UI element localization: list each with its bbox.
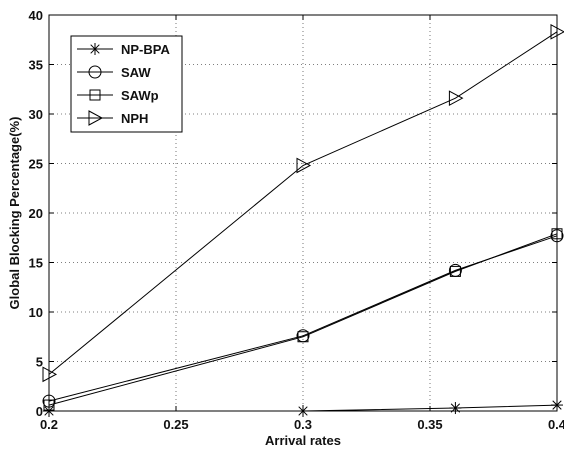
y-tick-label: 15 [29,256,43,271]
legend-marker [88,110,104,126]
legend-label: NPH [121,111,148,126]
legend: NP-BPA SAW SAWp NPH [70,35,183,133]
data-point-np-bpa [449,402,462,415]
legend-marker [88,65,102,79]
legend-item-nph: NPH [77,110,148,126]
legend-item-sawp: SAWp [77,88,159,103]
y-tick-label: 0 [36,404,43,419]
x-axis-title: Arrival rates [265,433,341,448]
x-tick-label: 0.2 [40,417,58,432]
x-tick-label: 0.4 [548,417,564,432]
series-line-sawp [48,233,558,406]
plot-frame [48,14,558,412]
y-tick-label: 25 [29,157,43,172]
x-tick-label: 0.35 [417,417,442,432]
data-point-nph [296,157,312,174]
y-tick-label: 5 [36,355,43,370]
series-line-nph [48,31,558,375]
legend-label: SAWp [121,88,159,103]
legend-item-saw: SAW [77,65,151,80]
y-tick-label: 20 [29,206,43,221]
y-axis-title: Global Blocking Percentage(%) [7,117,22,310]
legend-label: SAW [121,65,151,80]
y-tick-label: 35 [29,58,43,73]
data-point-nph [448,90,464,106]
x-tick-label: 0.25 [163,417,188,432]
y-tick-label: 30 [29,107,43,122]
data-point-sawp [449,265,461,277]
legend-item-np-bpa: NP-BPA [77,42,170,57]
legend-marker [89,43,101,55]
legend-label: NP-BPA [121,42,170,57]
data-point-sawp [297,331,309,343]
tick-labels: 0.2 0.25 0.3 0.35 0.4 0 5 10 15 20 25 30 35 40 [29,8,564,432]
x-tick-label: 0.3 [294,417,312,432]
legend-marker [89,89,101,101]
y-tick-label: 10 [29,305,43,320]
y-tick-label: 40 [29,8,43,23]
